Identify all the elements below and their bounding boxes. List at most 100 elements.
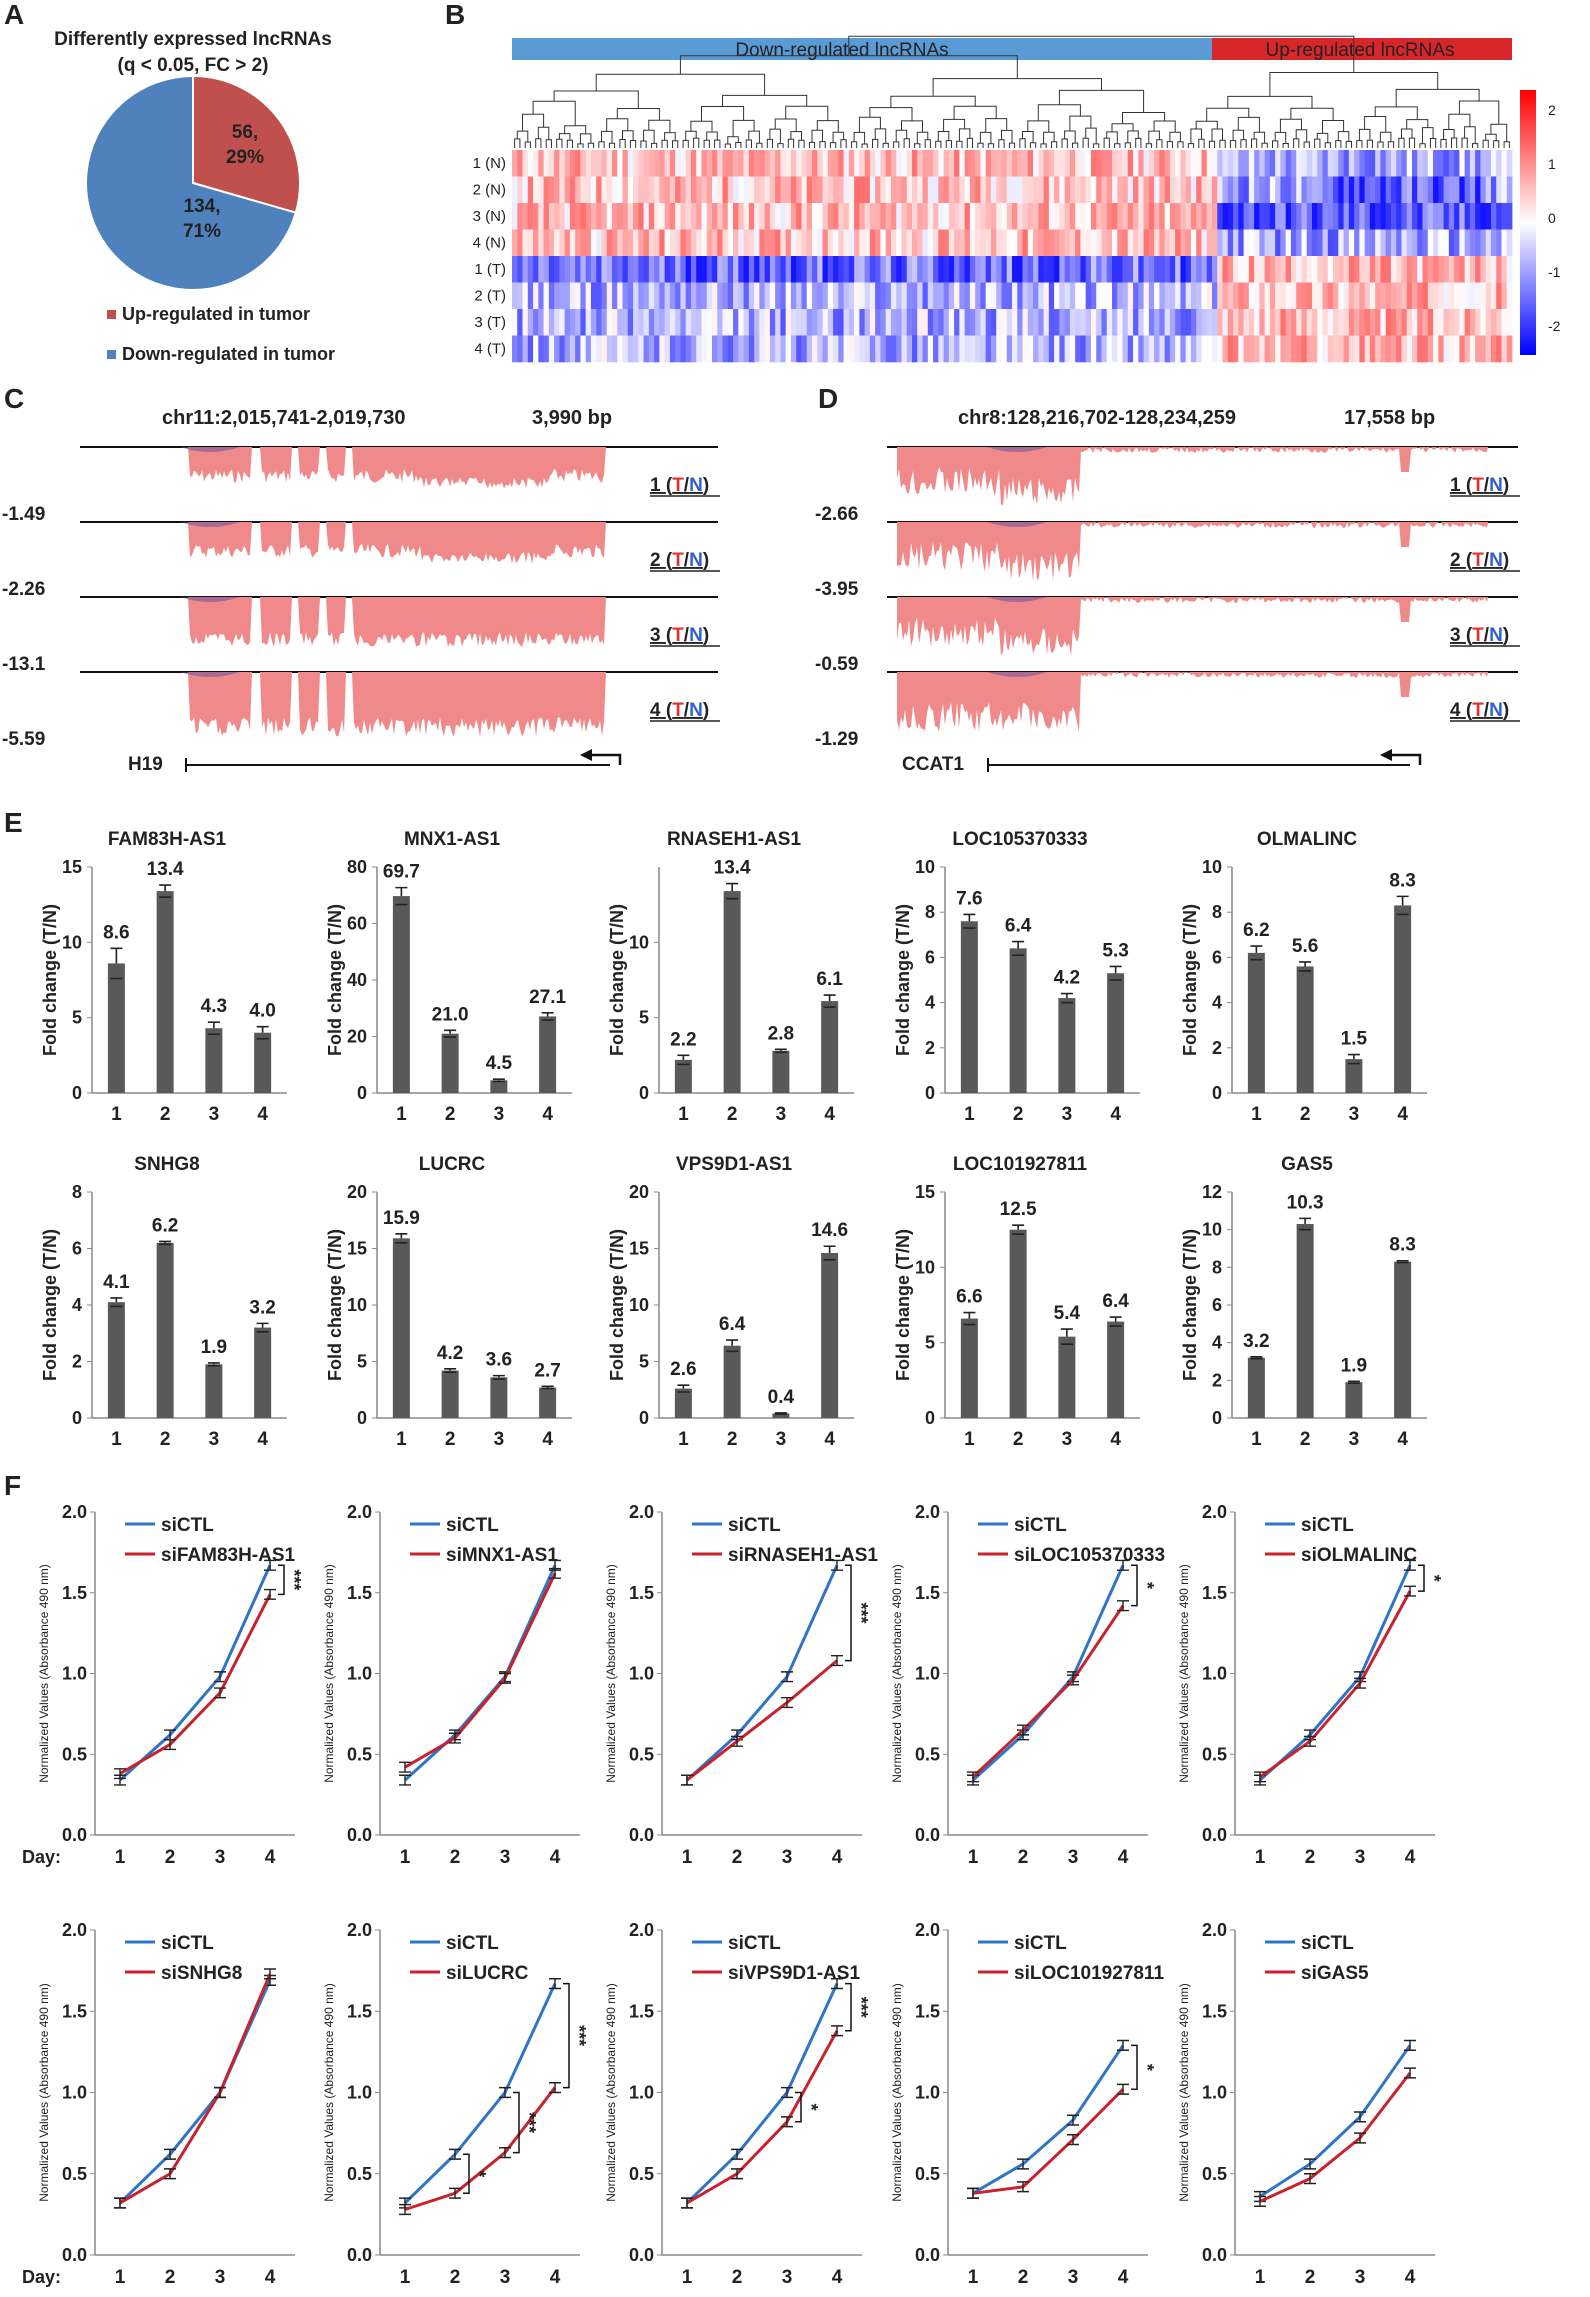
heatmap-cell [1496, 176, 1502, 204]
heatmap-cell [848, 176, 855, 204]
heatmap-cell [1338, 282, 1344, 310]
heatmap-cell [954, 229, 960, 257]
heatmap-cell [1101, 229, 1108, 257]
line-chart-8: Normalized Values (Absorbance 490 nm)0.0… [604, 1920, 871, 2288]
bar-value-label: 15.9 [383, 1208, 420, 1229]
heatmap-cell [1022, 229, 1029, 257]
heatmap-cell [1143, 256, 1150, 283]
heatmap-cell [1069, 176, 1076, 204]
heatmap-cell [654, 256, 660, 283]
heatmap-cell [927, 229, 934, 257]
y-tick-label: 2.0 [629, 1502, 654, 1522]
series-line-control [118, 1979, 272, 2205]
heatmap-cell [790, 150, 797, 177]
heatmap-cell [780, 203, 787, 230]
heatmap-cell [875, 203, 881, 230]
heatmap-cell [1206, 176, 1213, 204]
heatmap-cell [1364, 176, 1371, 204]
heatmap-cell [1164, 282, 1171, 310]
heatmap-cell [764, 256, 771, 283]
heatmap-cell [1133, 282, 1139, 310]
track-fold-value: -3.95 [815, 579, 859, 600]
heatmap-cell [985, 309, 992, 336]
heatmap-cell [933, 335, 939, 363]
legend-label: siCTL [1301, 1933, 1354, 1954]
heatmap-cell [780, 282, 787, 310]
data-point-errorbar [499, 2147, 511, 2159]
bar [1345, 1382, 1363, 1418]
heatmap-cell [1448, 335, 1455, 363]
heatmap-cell [1322, 256, 1329, 283]
heatmap-cell [864, 203, 871, 230]
bar-value-label: 13.4 [714, 858, 751, 879]
heatmap-cell [1296, 150, 1302, 177]
heatmap-cell [580, 256, 587, 283]
x-tick-label: 2 [1305, 2267, 1316, 2288]
heatmap-cell [1106, 150, 1113, 177]
bar [539, 1016, 557, 1093]
bar [1058, 1336, 1076, 1418]
heatmap-cell [785, 150, 792, 177]
heatmap-cell [838, 309, 844, 336]
heatmap-cell [1101, 309, 1108, 336]
heatmap-cell [927, 176, 934, 204]
heatmap-cell [1364, 229, 1371, 257]
heatmap-cell [1469, 176, 1476, 204]
heatmap-cell [1417, 203, 1423, 230]
heatmap-cell [1175, 150, 1181, 177]
sample-number: 4 [650, 700, 666, 721]
legend-label: siCTL [1301, 1515, 1354, 1536]
heatmap-row-label: 4 (T) [474, 341, 506, 358]
heatmap-cell [806, 256, 813, 283]
heatmap-cell [1212, 309, 1218, 336]
heatmap-cell [912, 176, 918, 204]
heatmap-cell [1422, 176, 1429, 204]
tn-open: ( [1466, 700, 1473, 721]
heatmap-cell [775, 256, 781, 283]
heatmap-cell [1075, 282, 1081, 310]
heatmap-cell [1222, 282, 1229, 310]
heatmap-cell [1054, 150, 1060, 177]
heatmap-cell [1001, 203, 1008, 230]
heatmap-cell [1306, 309, 1313, 336]
heatmap-scale-ticks: 210-1-2 [1548, 102, 1561, 334]
heatmap-cell [854, 203, 860, 230]
x-tick-label: 1 [968, 2267, 979, 2288]
heatmap-cell [906, 256, 913, 283]
heatmap-cell [1464, 229, 1471, 257]
heatmap-cell [764, 309, 771, 336]
series-line-control [118, 1564, 272, 1782]
heatmap-cell [712, 203, 718, 230]
heatmap-cell [869, 203, 876, 230]
heatmap-cell [522, 256, 529, 283]
y-tick-label: 10 [915, 1257, 935, 1277]
heatmap-cell [1012, 229, 1018, 257]
heatmap-cell [848, 256, 855, 283]
track-fold-value: -13.1 [2, 654, 46, 675]
y-tick-label: 15 [915, 1182, 935, 1202]
heatmap-cell [1154, 150, 1160, 177]
heatmap-cell [864, 150, 871, 177]
heatmap-cell [1254, 203, 1260, 230]
heatmap-cell [1290, 256, 1297, 283]
y-tick-label: 0.0 [915, 2245, 940, 2265]
heatmap-cell [1196, 150, 1202, 177]
heatmap-cell [806, 229, 813, 257]
heatmap-cell [1054, 203, 1060, 230]
x-tick-label: 2 [732, 2267, 743, 2288]
heatmap-cell [1490, 150, 1497, 177]
heatmap-cell [869, 256, 876, 283]
heatmap-cell [896, 229, 902, 257]
heatmap-cell [1069, 282, 1076, 310]
tn-slash: / [684, 475, 690, 496]
data-point-errorbar [1117, 1559, 1129, 1571]
y-tick-label: 0 [1212, 1083, 1222, 1103]
heatmap-cell [1112, 150, 1118, 177]
heatmap-cell [1243, 256, 1250, 283]
bar [254, 1032, 272, 1093]
heatmap-cell [1275, 150, 1281, 177]
heatmap-cell [633, 229, 639, 257]
heatmap-cell [664, 282, 671, 310]
heatmap-cell [869, 335, 876, 363]
y-tick-label: 2 [1212, 1038, 1222, 1058]
